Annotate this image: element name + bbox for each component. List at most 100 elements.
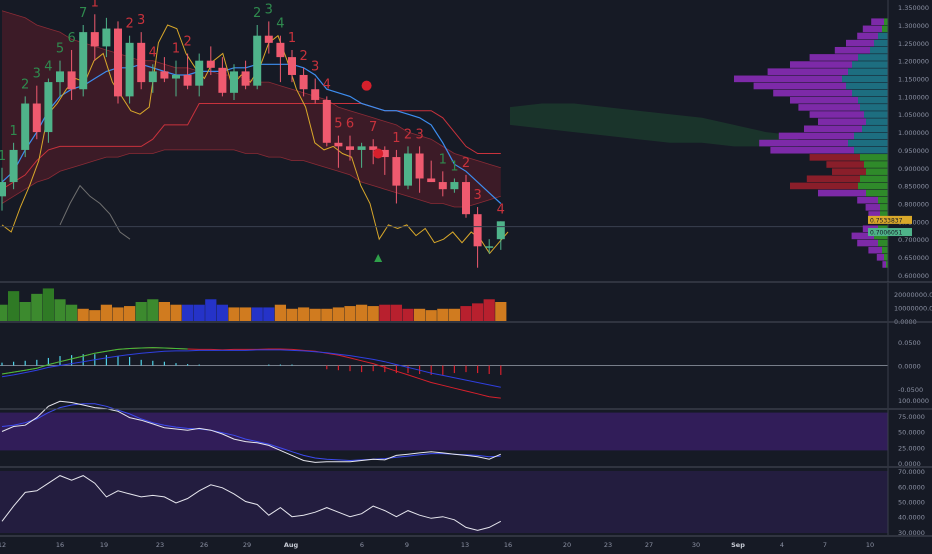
sequence-label: 4: [497, 202, 505, 217]
volume-profile-bar: [862, 25, 882, 33]
volume-profile-bar: [809, 54, 858, 61]
sequence-label: 2: [183, 35, 191, 50]
volume-bar: [298, 307, 310, 321]
volume-profile-bar: [798, 104, 860, 111]
x-tick-label: 23: [156, 541, 164, 549]
volume-profile-bar: [826, 161, 864, 168]
volume-profile-bar: [860, 175, 888, 183]
volume-profile-bar: [851, 232, 874, 240]
x-tick-label: Aug: [284, 541, 299, 549]
cloud-lower-line: [1, 149, 501, 208]
price-tag-2: [868, 228, 912, 237]
stochastic-pane[interactable]: 70.0000 60.0000 50.0000 40.0000 30.0000: [0, 468, 925, 537]
signal-circle: [373, 148, 384, 159]
volume-profile-bar: [809, 154, 860, 161]
sequence-label: 2: [462, 156, 470, 171]
volume-profile-bar: [848, 139, 888, 147]
volume-bar: [0, 304, 8, 321]
volume-profile-bar: [866, 168, 888, 175]
volume-bar: [66, 304, 78, 321]
candle-body: [230, 71, 238, 93]
candle-body: [415, 153, 424, 179]
sequence-label: 7: [369, 120, 377, 135]
sequence-label: 2: [253, 6, 261, 21]
volume-profile-bar: [860, 154, 888, 161]
macd-tick-label: -0.0500: [898, 386, 923, 394]
candle-body: [67, 71, 76, 90]
volume-profile-bar: [864, 111, 888, 118]
candle-body: [218, 67, 227, 93]
price-tick-label: 1.300000: [898, 22, 929, 30]
volume-bar: [193, 304, 205, 321]
sequence-label: 4: [276, 17, 284, 32]
rsi-line: [1, 400, 501, 463]
sequence-label: 4: [44, 60, 52, 75]
volume-profile-bar: [832, 168, 866, 175]
volume-profile-bar: [770, 146, 854, 154]
sequence-label: 6: [346, 117, 354, 132]
candle-body: [137, 42, 146, 83]
volume-profile-bar: [858, 96, 888, 104]
x-tick-label: 20: [563, 541, 571, 549]
volume-profile-bar: [868, 246, 882, 254]
volume-bar: [437, 308, 449, 321]
volume-profile-bar: [846, 82, 888, 90]
volume-profile-bar: [878, 196, 888, 204]
sequence-label: 5: [334, 117, 342, 132]
candle-body: [334, 142, 343, 147]
price-tick-label: 0.650000: [898, 254, 929, 262]
candle-body: [125, 42, 134, 97]
sequence-label: 3: [415, 127, 423, 142]
sequence-label: 4: [149, 45, 157, 60]
buy-arrow: [374, 254, 383, 262]
volume-profile-bar: [857, 196, 878, 204]
x-tick-label: 30: [692, 541, 700, 549]
volume-bar: [135, 302, 147, 321]
x-tick-label: 26: [200, 541, 208, 549]
sequence-label: 1: [9, 124, 17, 139]
candle-body: [253, 35, 262, 86]
price-tick-label: 0.750000: [898, 218, 929, 226]
x-tick-label: 16: [56, 541, 64, 549]
volume-bar: [321, 308, 333, 321]
signal-circle: [361, 80, 372, 91]
volume-bar: [8, 291, 20, 321]
volume-profile-bar: [862, 125, 888, 133]
volume-profile-bar: [857, 32, 878, 40]
x-tick-label: 29: [243, 541, 251, 549]
volume-profile-bar: [818, 118, 866, 125]
stoch-tick-label: 60.0000: [898, 483, 925, 491]
sequence-label: 1: [450, 159, 458, 174]
macd-positive-line: [1, 347, 188, 375]
candle-body: [0, 182, 6, 197]
volume-bar: [42, 288, 54, 321]
price-tick-label: 1.000000: [898, 129, 929, 137]
volume-bar: [448, 308, 460, 321]
price-tick-label: 1.150000: [898, 76, 929, 84]
volume-bar: [54, 299, 66, 321]
x-tick-label: 6: [360, 541, 364, 549]
volume-tick-label: 20000000.0000: [894, 291, 932, 299]
volume-bar: [309, 308, 321, 321]
volume-profile-bar: [866, 118, 888, 125]
candle-body: [114, 28, 122, 97]
volume-bar: [472, 303, 484, 321]
volume-bar: [228, 307, 240, 321]
x-tick-label: 4: [780, 541, 784, 549]
rsi-tick-label: 100.0000: [898, 397, 929, 405]
volume-profile-bar: [852, 61, 888, 68]
volume-bar: [414, 308, 426, 321]
candle-body: [438, 182, 447, 190]
macd-pane[interactable]: 0.0500 0.0000 -0.0500: [0, 323, 923, 408]
volume-bar: [356, 304, 368, 321]
volume-bar: [112, 307, 124, 321]
volume-profile-bar: [868, 211, 880, 218]
rsi-pane[interactable]: 100.0000 75.0000 50.0000 25.0000 0.0000: [0, 397, 929, 468]
sequence-label: 5: [56, 42, 64, 57]
volume-profile-bar: [882, 246, 888, 254]
volume-bar: [77, 308, 89, 321]
volume-profile-bar: [759, 139, 848, 147]
